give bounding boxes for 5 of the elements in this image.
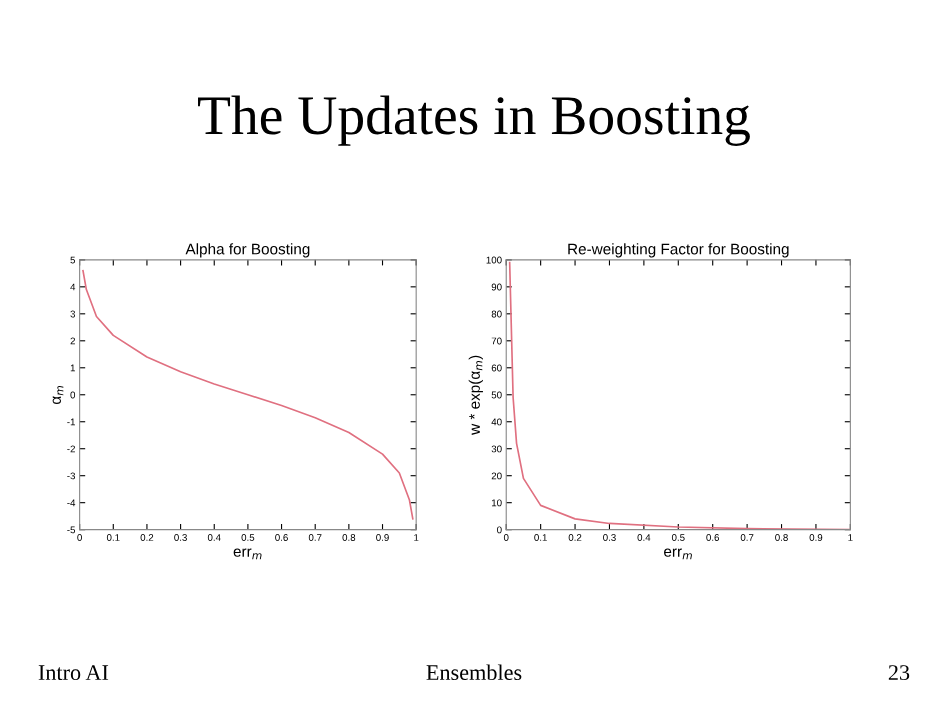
text: Intro AI (38, 665, 109, 681)
text: Ensembles (426, 664, 522, 681)
text: 23 (888, 665, 910, 681)
line-series (82, 269, 414, 520)
text: The Updates in Boosting (198, 95, 750, 146)
